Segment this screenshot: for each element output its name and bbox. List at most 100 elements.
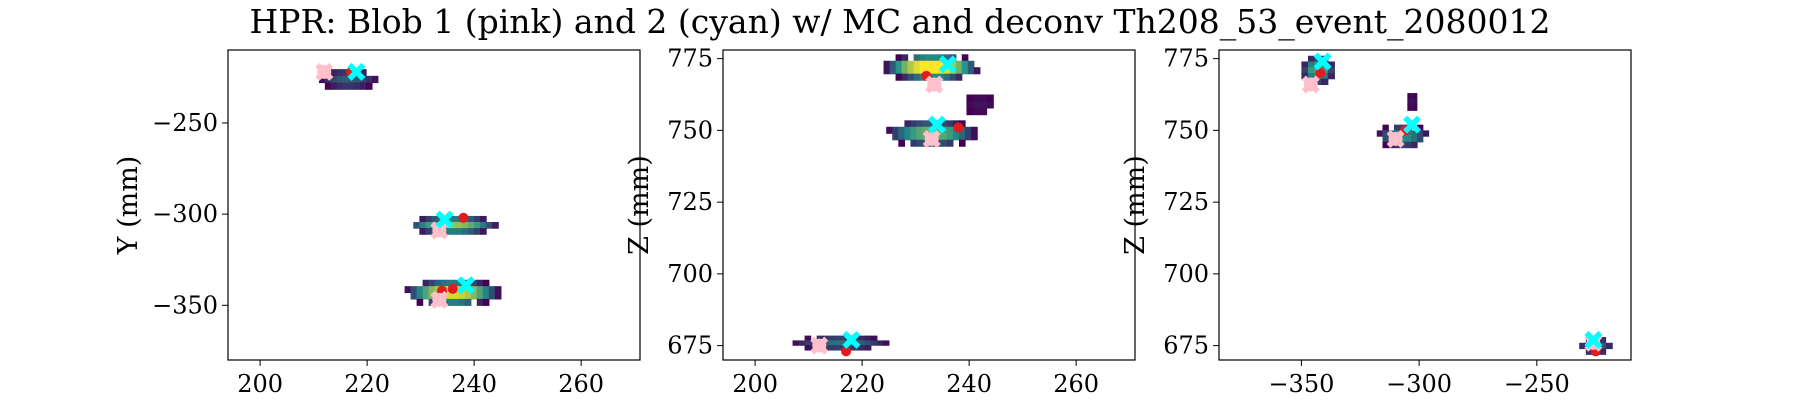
heatmap-cell [883, 67, 891, 75]
heatmap-cell [940, 133, 948, 141]
heatmap-cell [1585, 348, 1593, 355]
heatmap-cell [1407, 93, 1412, 100]
heatmap-cell [916, 133, 924, 141]
x-tick-label: −300 [1386, 370, 1452, 398]
heatmap-cell [464, 292, 472, 300]
heatmap-cell [428, 279, 436, 287]
heatmap-cell [910, 120, 918, 128]
heatmap-cell [1307, 55, 1316, 63]
heatmap-cell [354, 82, 361, 90]
heatmap-cell [494, 292, 502, 300]
heatmap-cell [966, 107, 974, 116]
heatmap-cell [443, 228, 451, 235]
heatmap-cell [1301, 61, 1309, 68]
heatmap-cell [913, 60, 921, 68]
heatmap-cell [330, 75, 338, 84]
heatmap-cell [476, 292, 484, 300]
heatmap-cell [449, 228, 457, 235]
heatmap-cell [889, 60, 897, 68]
heatmap-cell [928, 120, 936, 128]
heatmap-cell [428, 286, 436, 294]
heatmap-cell [476, 279, 484, 287]
y-tick-label: 775 [667, 45, 713, 73]
heatmap-cell [904, 133, 912, 141]
x-tick-label: 240 [451, 370, 497, 398]
heatmap-cell [342, 82, 349, 90]
heatmap-cell [946, 139, 954, 147]
heatmap-cell [428, 298, 436, 306]
heatmap-cell [858, 345, 866, 351]
heatmap-cell [360, 75, 367, 84]
heatmap-cell [342, 75, 349, 84]
heatmap-cell [937, 60, 945, 68]
heatmap-cell [931, 73, 939, 81]
heatmap-cell [482, 286, 490, 294]
heatmap-cell [961, 67, 969, 75]
plot-area [792, 54, 994, 357]
heatmap-cell [1413, 98, 1418, 106]
heatmap-cell [458, 292, 466, 300]
heatmap-cell [366, 82, 373, 90]
heatmap-cell [1382, 130, 1389, 137]
heatmap-cell [925, 54, 933, 62]
heatmap-cell [870, 335, 878, 341]
heatmap-cell [360, 69, 367, 77]
heatmap-cell [895, 73, 903, 81]
heatmap-cell [986, 101, 994, 109]
blob1-x-marker [1301, 75, 1320, 94]
heatmap-cell [336, 69, 344, 77]
heatmap-cell [901, 73, 909, 81]
heatmap-cluster [966, 94, 994, 116]
heatmap-cell [943, 67, 951, 75]
heatmap-cell [967, 67, 975, 75]
heatmap-cell [455, 222, 463, 229]
heatmap-cell [961, 60, 969, 68]
heatmap-cell [955, 60, 963, 68]
blob1-x-marker [810, 336, 829, 355]
heatmap-cell [494, 286, 502, 294]
heatmap-cell [1605, 342, 1613, 350]
heatmap-cell [895, 54, 903, 62]
heatmap-cell [1399, 136, 1407, 143]
panel-3: −350 −300 −250 675 700 725 750 775 Z (mm) [1120, 45, 1632, 398]
heatmap-cell [452, 292, 460, 300]
heatmap-cell [840, 340, 848, 346]
heatmap-cell [925, 67, 933, 75]
x-tick-label: 220 [839, 370, 885, 398]
heatmap-cell [419, 228, 427, 235]
heatmap-cell [971, 133, 978, 141]
heatmap-cell [446, 292, 454, 300]
heatmap-cell [452, 298, 460, 306]
heatmap-cell [895, 60, 903, 68]
heatmap-cell [467, 228, 475, 235]
heatmap-cell [464, 298, 472, 306]
blob2-x-marker [457, 276, 476, 295]
y-tick-label: 675 [1163, 332, 1209, 360]
heatmap-cell [1382, 136, 1389, 143]
heatmap-cell [907, 60, 915, 68]
heatmap-cell [434, 279, 442, 287]
heatmap-cell [1410, 93, 1415, 100]
y-tick-label: 725 [1163, 188, 1209, 216]
heatmap-cell [925, 60, 933, 68]
heatmap-cell [883, 60, 891, 68]
heatmap-cell [1598, 337, 1607, 344]
heatmap-cell [898, 139, 905, 147]
heatmap-cell [1327, 61, 1335, 68]
heatmap-cell [834, 345, 842, 351]
blob1-x-marker [922, 129, 941, 148]
heatmap-cell [828, 345, 836, 351]
heatmap-cell [966, 101, 974, 109]
heatmap-cell [416, 292, 424, 300]
x-tick-label: −250 [1504, 370, 1570, 398]
heatmap-cell [416, 286, 424, 294]
heatmap-cell [955, 73, 963, 81]
heatmap-cell [958, 139, 966, 147]
heatmap-cell [1321, 72, 1329, 80]
chart-title: HPR: Blob 1 (pink) and 2 (cyan) w/ MC an… [250, 2, 1551, 42]
heatmap-cell [1417, 124, 1424, 131]
heatmap-cell [1327, 67, 1335, 74]
heatmap-cell [1382, 141, 1389, 149]
heatmap-cell [480, 228, 487, 235]
x-tick-label: 240 [946, 370, 992, 398]
